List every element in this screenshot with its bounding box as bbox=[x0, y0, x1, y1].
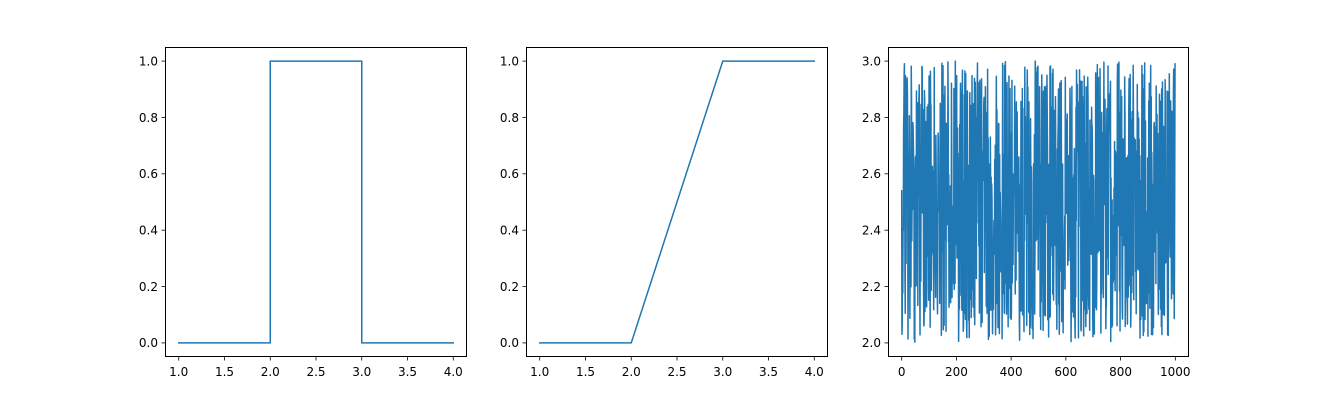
subplot-3-series bbox=[900, 60, 1176, 343]
subplot-3-y-ticks: 2.0 2.2 2.4 2.6 2.8 3.0 bbox=[862, 54, 888, 350]
subplot-2-y-tick-label: 1.0 bbox=[500, 54, 519, 68]
subplot-2-frame bbox=[526, 47, 828, 357]
subplot-3-x-tick-label: 0 bbox=[898, 365, 906, 379]
subplot-3-x-tick-label: 800 bbox=[1109, 365, 1132, 379]
subplot-2-series bbox=[538, 60, 816, 344]
subplot-2-y-ticks: 0.0 0.2 0.4 0.6 0.8 1.0 bbox=[500, 54, 526, 350]
subplot-2-line-ramp bbox=[538, 60, 816, 344]
subplot-3-frame bbox=[888, 47, 1189, 357]
subplot-3-y-tick-label: 2.4 bbox=[862, 223, 881, 237]
subplot-3-y-tick-label: 2.2 bbox=[862, 280, 881, 294]
subplot-1-x-tick-label: 3.0 bbox=[352, 365, 371, 379]
subplot-1-x-ticks: 1.0 1.5 2.0 2.5 3.0 3.5 4.0 bbox=[169, 357, 463, 379]
subplot-3-x-tick-label: 200 bbox=[945, 365, 968, 379]
subplot-2-x-tick-label: 1.5 bbox=[576, 365, 595, 379]
subplot-3-y-tick-label: 3.0 bbox=[862, 54, 881, 68]
subplot-1: 1.0 1.5 2.0 2.5 3.0 3.5 4.0 0.0 0.2 0.4 0.6 0.8 1.0 bbox=[139, 47, 467, 379]
subplot-3-y-tick-label: 2.0 bbox=[862, 336, 881, 350]
subplot-2-y-tick-label: 0.8 bbox=[500, 111, 519, 125]
subplot-1-x-tick-label: 3.5 bbox=[398, 365, 417, 379]
subplot-3-x-tick-label: 400 bbox=[1000, 365, 1023, 379]
subplot-2-x-tick-label: 4.0 bbox=[805, 365, 824, 379]
subplot-1-x-tick-label: 1.0 bbox=[169, 365, 188, 379]
subplot-1-y-tick-label: 0.4 bbox=[139, 223, 158, 237]
subplot-1-line-box bbox=[177, 60, 455, 344]
subplot-3-plot-area bbox=[900, 60, 1176, 343]
subplot-1-frame bbox=[165, 47, 467, 357]
subplot-1-x-tick-label: 2.0 bbox=[261, 365, 280, 379]
subplot-1-y-ticks: 0.0 0.2 0.4 0.6 0.8 1.0 bbox=[139, 54, 165, 350]
subplot-2-y-tick-label: 0.4 bbox=[500, 223, 519, 237]
subplot-2-plot-area bbox=[538, 60, 816, 344]
subplot-2-x-tick-label: 2.0 bbox=[622, 365, 641, 379]
subplot-1-y-tick-label: 0.8 bbox=[139, 111, 158, 125]
subplot-2-y-tick-label: 0.2 bbox=[500, 280, 519, 294]
subplot-3-line-uniform-noise bbox=[900, 60, 1176, 343]
subplot-2-y-tick-label: 0.6 bbox=[500, 167, 519, 181]
subplot-1-series bbox=[177, 60, 455, 344]
subplot-2: 1.0 1.5 2.0 2.5 3.0 3.5 4.0 0.0 0.2 0.4 0.6 0.8 1.0 bbox=[500, 47, 828, 379]
subplot-1-y-tick-label: 0.2 bbox=[139, 280, 158, 294]
subplot-3-x-tick-label: 1000 bbox=[1160, 365, 1191, 379]
subplot-1-y-tick-label: 0.0 bbox=[139, 336, 158, 350]
subplot-1-x-tick-label: 1.5 bbox=[215, 365, 234, 379]
subplot-2-x-ticks: 1.0 1.5 2.0 2.5 3.0 3.5 4.0 bbox=[530, 357, 824, 379]
subplot-2-x-tick-label: 3.5 bbox=[759, 365, 778, 379]
subplot-3: 0 200 400 600 800 1000 2.0 2.2 2.4 2.6 2.8 3.0 bbox=[862, 47, 1191, 379]
subplot-2-y-tick-label: 0.0 bbox=[500, 336, 519, 350]
subplot-2-x-tick-label: 2.5 bbox=[667, 365, 686, 379]
subplot-1-y-tick-label: 1.0 bbox=[139, 54, 158, 68]
subplot-3-y-tick-label: 2.8 bbox=[862, 111, 881, 125]
subplot-1-plot-area bbox=[177, 60, 455, 344]
subplot-3-y-tick-label: 2.6 bbox=[862, 167, 881, 181]
subplot-3-x-ticks: 0 200 400 600 800 1000 bbox=[898, 357, 1191, 379]
subplot-2-x-tick-label: 3.0 bbox=[713, 365, 732, 379]
subplot-1-y-tick-label: 0.6 bbox=[139, 167, 158, 181]
subplot-3-x-tick-label: 600 bbox=[1054, 365, 1077, 379]
subplot-2-x-tick-label: 1.0 bbox=[530, 365, 549, 379]
subplot-1-x-tick-label: 2.5 bbox=[306, 365, 325, 379]
subplot-1-x-tick-label: 4.0 bbox=[444, 365, 463, 379]
